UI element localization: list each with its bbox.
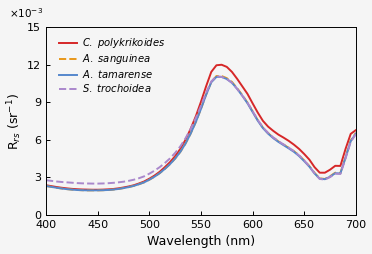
$\it{C.\ polykrikoides}$ <box>323 171 327 174</box>
$\it{A.\ sanguinea}$ <box>85 189 90 192</box>
$\it{S.\ trochoidea}$ <box>121 180 126 183</box>
$\it{A.\ sanguinea}$ <box>240 93 244 97</box>
Y-axis label: R$_{rs}$ (sr$^{-1}$): R$_{rs}$ (sr$^{-1}$) <box>6 93 24 150</box>
$\it{S.\ trochoidea}$ <box>111 181 115 184</box>
Line: $\it{S.\ trochoidea}$: $\it{S.\ trochoidea}$ <box>46 76 356 184</box>
$\it{A.\ tamarense}$ <box>85 189 90 192</box>
$\it{A.\ sanguinea}$ <box>111 188 115 191</box>
$\it{A.\ sanguinea}$ <box>157 172 162 175</box>
Line: $\it{A.\ sanguinea}$: $\it{A.\ sanguinea}$ <box>46 76 356 190</box>
$\it{S.\ trochoidea}$ <box>354 133 358 136</box>
$\it{C.\ polykrikoides}$ <box>219 63 224 66</box>
$\it{A.\ sanguinea}$ <box>354 131 358 134</box>
$\it{A.\ tamarense}$ <box>354 132 358 135</box>
$\it{S.\ trochoidea}$ <box>157 166 162 169</box>
$\it{S.\ trochoidea}$ <box>240 94 244 97</box>
$\it{C.\ polykrikoides}$ <box>90 188 95 191</box>
$\it{A.\ tamarense}$ <box>219 75 224 78</box>
$\it{A.\ tamarense}$ <box>323 178 327 181</box>
$\it{A.\ tamarense}$ <box>157 172 162 175</box>
$\it{S.\ trochoidea}$ <box>90 182 95 185</box>
$\it{S.\ trochoidea}$ <box>323 178 327 181</box>
$\it{S.\ trochoidea}$ <box>214 75 219 78</box>
Line: $\it{A.\ tamarense}$: $\it{A.\ tamarense}$ <box>46 77 356 190</box>
$\it{A.\ sanguinea}$ <box>323 178 327 181</box>
$\it{A.\ sanguinea}$ <box>44 184 48 187</box>
$\it{A.\ tamarense}$ <box>111 188 115 191</box>
$\it{S.\ trochoidea}$ <box>219 75 224 78</box>
$\it{C.\ polykrikoides}$ <box>157 170 162 173</box>
$\it{C.\ polykrikoides}$ <box>240 85 244 88</box>
Line: $\it{C.\ polykrikoides}$: $\it{C.\ polykrikoides}$ <box>46 65 356 190</box>
$\it{A.\ sanguinea}$ <box>219 74 224 77</box>
$\it{C.\ polykrikoides}$ <box>111 187 115 190</box>
$\it{A.\ tamarense}$ <box>214 75 219 78</box>
$\it{S.\ trochoidea}$ <box>44 179 48 182</box>
$\it{A.\ tamarense}$ <box>240 94 244 97</box>
$\it{A.\ sanguinea}$ <box>214 74 219 77</box>
Legend: $\it{C.\ polykrikoides}$, $\it{A.\ sanguinea}$, $\it{A.\ tamarense}$, $\it{S.\ t: $\it{C.\ polykrikoides}$, $\it{A.\ sangu… <box>57 34 168 96</box>
$\it{A.\ tamarense}$ <box>121 187 126 190</box>
$\it{C.\ polykrikoides}$ <box>354 129 358 132</box>
X-axis label: Wavelength (nm): Wavelength (nm) <box>147 235 255 248</box>
$\it{C.\ polykrikoides}$ <box>44 184 48 187</box>
$\it{C.\ polykrikoides}$ <box>121 186 126 189</box>
$\it{A.\ tamarense}$ <box>44 184 48 187</box>
$\it{C.\ polykrikoides}$ <box>214 64 219 67</box>
Text: $\times10^{-3}$: $\times10^{-3}$ <box>9 6 43 20</box>
$\it{A.\ sanguinea}$ <box>121 187 126 190</box>
